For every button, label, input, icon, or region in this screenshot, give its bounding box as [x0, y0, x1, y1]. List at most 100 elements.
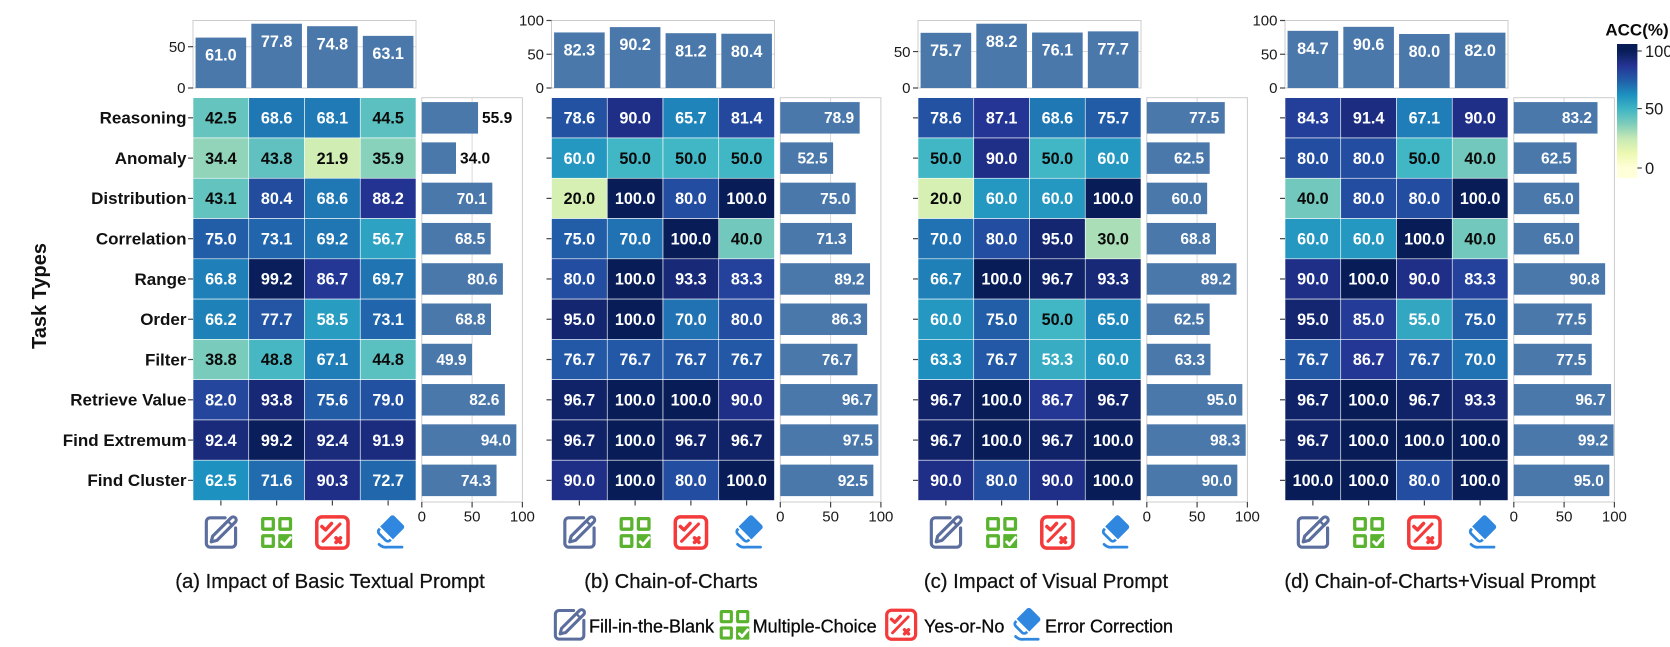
- svg-text:Order: Order: [140, 310, 187, 329]
- svg-text:90.3: 90.3: [317, 472, 349, 490]
- svg-text:96.7: 96.7: [1297, 432, 1329, 450]
- svg-text:50.0: 50.0: [731, 150, 763, 168]
- svg-text:76.7: 76.7: [619, 351, 651, 369]
- svg-text:82.6: 82.6: [469, 392, 500, 409]
- svg-text:68.5: 68.5: [455, 231, 486, 248]
- svg-text:(c) Impact of Visual Prompt: (c) Impact of Visual Prompt: [924, 571, 1169, 593]
- svg-text:50.0: 50.0: [930, 150, 962, 168]
- svg-text:100.0: 100.0: [726, 472, 767, 490]
- svg-text:77.5: 77.5: [1189, 110, 1220, 127]
- svg-text:0: 0: [177, 80, 185, 97]
- svg-text:50.0: 50.0: [1042, 311, 1074, 329]
- svg-text:90.8: 90.8: [1569, 271, 1600, 288]
- svg-text:96.7: 96.7: [930, 432, 962, 450]
- svg-text:88.2: 88.2: [986, 33, 1018, 51]
- svg-text:65.0: 65.0: [1097, 311, 1129, 329]
- svg-text:90.0: 90.0: [1464, 110, 1496, 128]
- svg-text:85.0: 85.0: [1353, 311, 1385, 329]
- svg-text:50: 50: [1645, 100, 1663, 118]
- svg-text:62.5: 62.5: [205, 472, 237, 490]
- svg-text:(a) Impact of Basic Textual Pr: (a) Impact of Basic Textual Prompt: [175, 571, 485, 593]
- svg-text:44.5: 44.5: [372, 110, 404, 128]
- svg-text:78.6: 78.6: [930, 110, 962, 128]
- svg-text:56.7: 56.7: [372, 230, 404, 248]
- svg-text:58.5: 58.5: [317, 311, 349, 329]
- svg-text:50: 50: [169, 39, 186, 56]
- svg-text:80.0: 80.0: [986, 230, 1018, 248]
- svg-text:50: 50: [464, 509, 481, 526]
- svg-text:80.0: 80.0: [675, 190, 707, 208]
- svg-text:90.0: 90.0: [731, 392, 763, 410]
- svg-text:93.8: 93.8: [261, 392, 293, 410]
- svg-text:30.0: 30.0: [1097, 230, 1129, 248]
- svg-text:50.0: 50.0: [619, 150, 651, 168]
- svg-text:100.0: 100.0: [615, 472, 656, 490]
- svg-text:52.5: 52.5: [797, 151, 828, 168]
- svg-text:67.1: 67.1: [317, 351, 349, 369]
- svg-text:80.0: 80.0: [1297, 150, 1329, 168]
- svg-text:90.0: 90.0: [930, 472, 962, 490]
- svg-text:100.0: 100.0: [1404, 432, 1445, 450]
- svg-text:83.2: 83.2: [1562, 110, 1592, 127]
- svg-text:60.0: 60.0: [1097, 150, 1129, 168]
- svg-text:0: 0: [1510, 509, 1518, 526]
- svg-text:82.3: 82.3: [564, 42, 596, 60]
- svg-text:100.0: 100.0: [1293, 472, 1334, 490]
- svg-text:Range: Range: [135, 270, 187, 289]
- svg-text:100: 100: [519, 13, 544, 30]
- svg-text:100.0: 100.0: [615, 392, 656, 410]
- svg-text:86.7: 86.7: [1353, 351, 1385, 369]
- svg-text:91.4: 91.4: [1353, 110, 1385, 128]
- svg-text:71.3: 71.3: [816, 231, 847, 248]
- svg-text:92.4: 92.4: [317, 432, 349, 450]
- svg-text:68.6: 68.6: [1042, 110, 1074, 128]
- svg-text:76.7: 76.7: [1297, 351, 1329, 369]
- svg-text:65.0: 65.0: [1544, 231, 1574, 248]
- svg-text:96.7: 96.7: [1297, 392, 1329, 410]
- svg-text:50.0: 50.0: [1409, 150, 1441, 168]
- svg-text:50.0: 50.0: [1042, 150, 1074, 168]
- svg-text:70.0: 70.0: [1464, 351, 1496, 369]
- svg-text:62.5: 62.5: [1174, 312, 1205, 329]
- svg-text:92.5: 92.5: [838, 473, 869, 490]
- svg-text:48.8: 48.8: [261, 351, 293, 369]
- svg-text:76.7: 76.7: [986, 351, 1018, 369]
- svg-text:75.0: 75.0: [564, 230, 596, 248]
- svg-text:70.1: 70.1: [457, 191, 488, 208]
- svg-text:74.8: 74.8: [317, 35, 349, 53]
- svg-text:82.0: 82.0: [205, 392, 237, 410]
- svg-text:38.8: 38.8: [205, 351, 237, 369]
- svg-text:69.7: 69.7: [372, 271, 404, 289]
- svg-text:100.0: 100.0: [981, 392, 1022, 410]
- svg-text:40.0: 40.0: [731, 230, 763, 248]
- svg-text:87.1: 87.1: [986, 110, 1018, 128]
- svg-text:90.0: 90.0: [1042, 472, 1074, 490]
- svg-text:99.2: 99.2: [1578, 432, 1608, 449]
- svg-text:ACC(%): ACC(%): [1605, 21, 1668, 40]
- svg-text:75.7: 75.7: [930, 42, 962, 60]
- svg-text:77.8: 77.8: [261, 33, 293, 51]
- svg-text:43.1: 43.1: [205, 190, 237, 208]
- svg-text:98.3: 98.3: [1210, 432, 1241, 449]
- svg-text:83.3: 83.3: [731, 271, 763, 289]
- svg-text:60.0: 60.0: [1297, 230, 1329, 248]
- svg-text:80.0: 80.0: [1409, 190, 1441, 208]
- svg-text:95.0: 95.0: [1042, 230, 1074, 248]
- svg-text:100: 100: [1252, 13, 1277, 30]
- svg-text:75.0: 75.0: [205, 230, 237, 248]
- svg-text:93.3: 93.3: [1097, 271, 1129, 289]
- svg-text:77.5: 77.5: [1556, 312, 1587, 329]
- svg-text:63.3: 63.3: [930, 351, 962, 369]
- svg-text:100.0: 100.0: [615, 271, 656, 289]
- svg-text:97.5: 97.5: [843, 432, 874, 449]
- svg-text:96.7: 96.7: [1042, 271, 1074, 289]
- svg-text:99.2: 99.2: [261, 271, 293, 289]
- svg-text:Find Cluster: Find Cluster: [87, 471, 187, 490]
- svg-text:Multiple-Choice: Multiple-Choice: [753, 616, 877, 636]
- svg-text:40.0: 40.0: [1297, 190, 1329, 208]
- svg-text:Correlation: Correlation: [96, 229, 187, 248]
- svg-text:Anomaly: Anomaly: [115, 149, 187, 168]
- svg-text:44.8: 44.8: [372, 351, 404, 369]
- svg-text:77.7: 77.7: [261, 311, 293, 329]
- svg-text:100.0: 100.0: [1093, 190, 1134, 208]
